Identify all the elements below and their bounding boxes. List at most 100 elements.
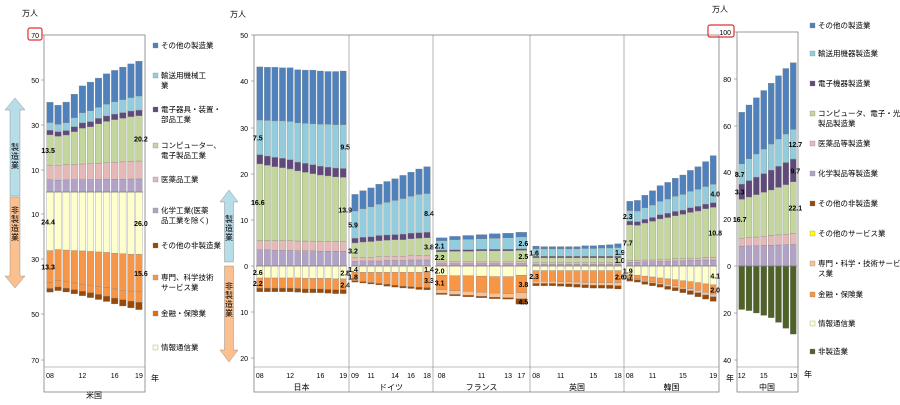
- legend-swatch: [809, 110, 816, 117]
- bar-segment: [339, 241, 347, 252]
- x-tick-label: 15: [589, 373, 597, 380]
- bar-segment: [573, 246, 581, 250]
- bar-segment: [62, 134, 70, 165]
- bar-segment: [309, 288, 317, 293]
- bar-segment: [62, 249, 70, 282]
- bar-segment: [573, 262, 581, 265]
- bar-segment: [598, 285, 606, 289]
- bar-segment: [565, 257, 573, 263]
- bar-segment: [664, 258, 671, 262]
- bar-segment: [462, 235, 474, 240]
- bar-segment: [70, 117, 78, 127]
- legend-label: 電子機器製造業: [818, 78, 871, 88]
- bar-segment: [738, 245, 745, 267]
- bar-segment: [375, 240, 383, 257]
- legend-label: 情報通信業: [818, 318, 856, 328]
- bar-segment: [111, 119, 119, 163]
- bar-segment: [279, 120, 286, 159]
- bar-segment: [62, 179, 70, 193]
- bar-segment: [46, 288, 54, 293]
- bar-segment: [436, 292, 448, 295]
- data-label: 20.2: [134, 136, 148, 143]
- bar-segment: [589, 256, 597, 258]
- legend-swatch: [809, 80, 816, 87]
- legend-swatch: [152, 142, 159, 149]
- bar-segment: [339, 168, 347, 178]
- bar-segment: [375, 184, 383, 205]
- bar-segment: [119, 290, 127, 300]
- bar-segment: [581, 284, 589, 288]
- bar-segment: [606, 285, 614, 289]
- bar-segment: [598, 247, 606, 257]
- legend-swatch: [809, 170, 816, 177]
- bar-segment: [415, 238, 423, 256]
- x-tick-label: 11: [367, 373, 374, 380]
- bar-segment: [286, 67, 294, 122]
- bar-segment: [679, 174, 687, 195]
- x-tick-label: 19: [135, 373, 143, 380]
- bar-segment: [589, 262, 597, 265]
- bar-segment: [775, 75, 782, 140]
- y-tick-label: 30: [31, 123, 39, 130]
- y-tick-label: 0: [727, 264, 731, 271]
- bar-segment: [462, 275, 474, 292]
- bar-segment: [634, 200, 641, 212]
- data-label: 13.9: [338, 207, 352, 214]
- bar-segment: [399, 239, 407, 257]
- bar-segment: [598, 270, 606, 283]
- bar-segment: [391, 239, 399, 257]
- bar-segment: [62, 122, 70, 131]
- bar-segment: [86, 251, 94, 286]
- bar-segment: [383, 265, 391, 273]
- bar-segment: [62, 191, 70, 251]
- bar-segment: [664, 182, 671, 200]
- bar-segment: [103, 191, 111, 253]
- non-manufacturing-label-char: 造: [11, 223, 19, 233]
- legend-label: コンピュータ、電子・光学: [818, 108, 900, 118]
- highlight-box: [27, 27, 43, 41]
- bar-segment: [359, 272, 367, 282]
- bar-segment: [62, 281, 70, 289]
- legend-label: その他のサービス業: [818, 228, 886, 238]
- bar-segment: [738, 265, 745, 310]
- bar-segment: [332, 241, 339, 252]
- bar-segment: [367, 272, 375, 283]
- bar-segment: [279, 287, 286, 292]
- bar-segment: [548, 270, 556, 282]
- bar-segment: [626, 201, 634, 211]
- data-label: 2.0: [435, 269, 445, 276]
- bar-segment: [475, 292, 488, 297]
- bar-segment: [598, 282, 606, 286]
- y-tick-label: 60: [723, 124, 731, 131]
- bar-segment: [332, 167, 339, 178]
- bar-segment: [745, 237, 753, 247]
- bar-segment: [391, 234, 399, 240]
- bar-segment: [256, 154, 264, 165]
- bar-segment: [782, 162, 790, 185]
- bar-segment: [532, 283, 540, 286]
- data-label: 3.2: [348, 248, 358, 255]
- bar-segment: [515, 248, 527, 251]
- bar-segment: [54, 191, 62, 250]
- bar-segment: [687, 265, 694, 282]
- bar-segment: [581, 265, 589, 271]
- bar-segment: [399, 286, 407, 289]
- bar-segment: [294, 250, 301, 267]
- bar-segment: [317, 241, 324, 252]
- bar-segment: [415, 259, 423, 267]
- bar-segment: [760, 236, 767, 246]
- bar-segment: [502, 261, 514, 264]
- bar-segment: [86, 121, 94, 127]
- legend-label: 電子器具・装置・: [161, 104, 221, 114]
- bar-segment: [271, 120, 279, 158]
- legend-label: 輸送用機械工: [161, 70, 206, 80]
- bar-segment: [54, 131, 62, 137]
- bar-segment: [367, 236, 375, 242]
- non-manufacturing-label-char: 製: [11, 214, 19, 224]
- bar-segment: [391, 200, 399, 235]
- bar-segment: [264, 67, 271, 121]
- bar-segment: [367, 260, 375, 267]
- bar-segment: [573, 256, 581, 258]
- bar-segment: [656, 277, 664, 284]
- data-label: 13.3: [41, 265, 55, 272]
